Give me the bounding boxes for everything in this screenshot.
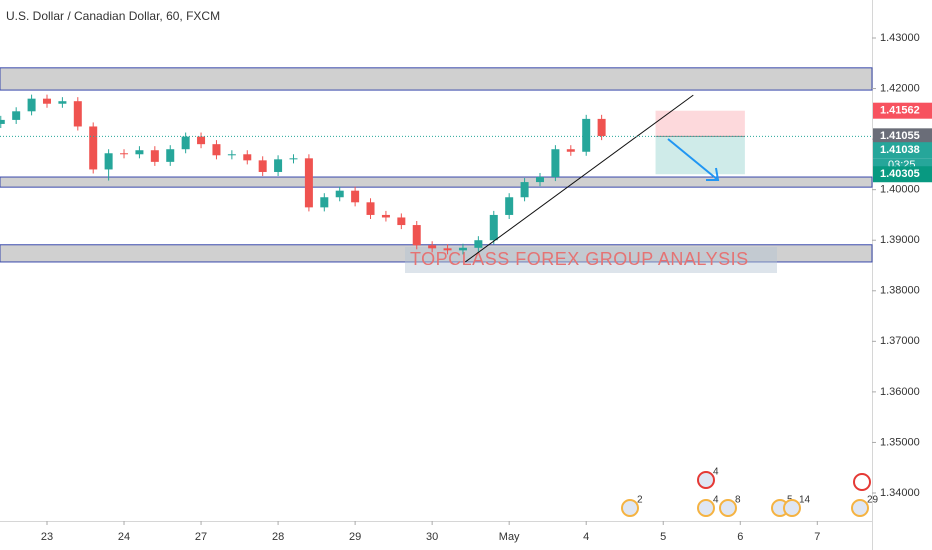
- candle-body: [397, 217, 406, 226]
- y-tick-label: 1.43000: [880, 32, 920, 44]
- x-tick-label: 23: [41, 531, 53, 543]
- price-label-bg: [873, 102, 932, 119]
- candle-body: [535, 177, 544, 183]
- x-tick-label: 30: [426, 531, 438, 543]
- candle-body: [274, 159, 283, 172]
- y-tick-label: 1.38000: [880, 285, 920, 297]
- candle-body: [166, 149, 175, 162]
- price-label: 1.41055: [880, 130, 920, 142]
- event-icon: [853, 473, 871, 491]
- candle-body: [428, 245, 437, 249]
- price-label: 1.41562: [880, 105, 920, 117]
- y-tick-label: 1.40000: [880, 184, 920, 196]
- event-count: 14: [799, 495, 811, 506]
- zone: [0, 244, 873, 263]
- candle-body: [304, 158, 313, 208]
- candle-body: [443, 248, 452, 251]
- price-label: 1.41038: [880, 144, 920, 156]
- candle-body: [12, 111, 21, 120]
- candle-body: [104, 153, 113, 170]
- y-tick-label: 1.36000: [880, 386, 920, 398]
- candle-body: [212, 144, 221, 156]
- candle-body: [0, 119, 5, 124]
- candle-body: [582, 118, 591, 152]
- chart-title: U.S. Dollar / Canadian Dollar, 60, FXCM: [6, 9, 220, 23]
- stop-zone: [655, 110, 745, 137]
- watermark-box: [405, 247, 777, 273]
- candle-body: [474, 240, 483, 248]
- candle-body: [566, 149, 575, 152]
- event-icon: [719, 499, 737, 517]
- candle-body: [381, 214, 390, 218]
- event-icon: [851, 499, 869, 517]
- candle-body: [150, 150, 159, 162]
- price-label: 1.40305: [880, 168, 920, 180]
- candle-body: [505, 197, 514, 215]
- event-count: 2: [637, 495, 643, 506]
- candle-body: [181, 136, 190, 150]
- arrow-head: [706, 167, 720, 181]
- price-label-bg: [873, 166, 932, 183]
- candle-body: [258, 160, 267, 172]
- candle-body: [412, 225, 421, 246]
- event-icon: [621, 499, 639, 517]
- candle-body: [320, 197, 329, 208]
- price-label-bg: [873, 142, 932, 159]
- x-tick-label: 29: [349, 531, 361, 543]
- x-tick-label: 4: [583, 531, 589, 543]
- event-icon: [783, 499, 801, 517]
- candle-body: [58, 101, 67, 104]
- candle-body: [243, 154, 252, 161]
- x-tick-label: 24: [118, 531, 130, 543]
- candle-body: [489, 214, 498, 241]
- y-tick-label: 1.34000: [880, 487, 920, 499]
- candle-body: [135, 150, 144, 155]
- candle-body: [42, 98, 51, 104]
- x-tick-label: 7: [814, 531, 820, 543]
- candle-body: [335, 190, 344, 198]
- trendline: [464, 94, 694, 263]
- candle-body: [73, 101, 82, 127]
- event-icon: [697, 499, 715, 517]
- zone: [0, 67, 873, 91]
- target-zone: [655, 136, 745, 175]
- candle-body: [351, 190, 360, 203]
- candle-body: [227, 154, 236, 156]
- candle-body: [520, 182, 529, 198]
- event-count: 4: [713, 467, 719, 478]
- event-count: 29: [867, 495, 879, 506]
- event-icon: [697, 471, 715, 489]
- arrow: [667, 138, 719, 181]
- price-label-bg: [873, 128, 932, 145]
- event-count: 8: [735, 495, 741, 506]
- candle-body: [551, 149, 560, 178]
- candle-body: [458, 247, 467, 251]
- candle-body: [197, 136, 206, 145]
- zone: [0, 176, 873, 188]
- event-count: 4: [713, 495, 719, 506]
- y-tick-label: 1.42000: [880, 82, 920, 94]
- x-tick-label: 6: [737, 531, 743, 543]
- x-tick-label: 27: [195, 531, 207, 543]
- candle-body: [289, 158, 298, 160]
- candle-body: [366, 202, 375, 215]
- candle-body: [89, 126, 98, 170]
- y-tick-label: 1.35000: [880, 436, 920, 448]
- candle-body: [27, 98, 36, 112]
- watermark: TOPCLASS FOREX GROUP ANALYSIS: [410, 249, 749, 269]
- x-tick-label: 28: [272, 531, 284, 543]
- y-tick-label: 1.37000: [880, 335, 920, 347]
- x-tick-label: May: [499, 531, 520, 543]
- y-tick-label: 1.39000: [880, 234, 920, 246]
- x-tick-label: 5: [660, 531, 666, 543]
- candle-body: [120, 153, 129, 155]
- candle-body: [597, 118, 606, 137]
